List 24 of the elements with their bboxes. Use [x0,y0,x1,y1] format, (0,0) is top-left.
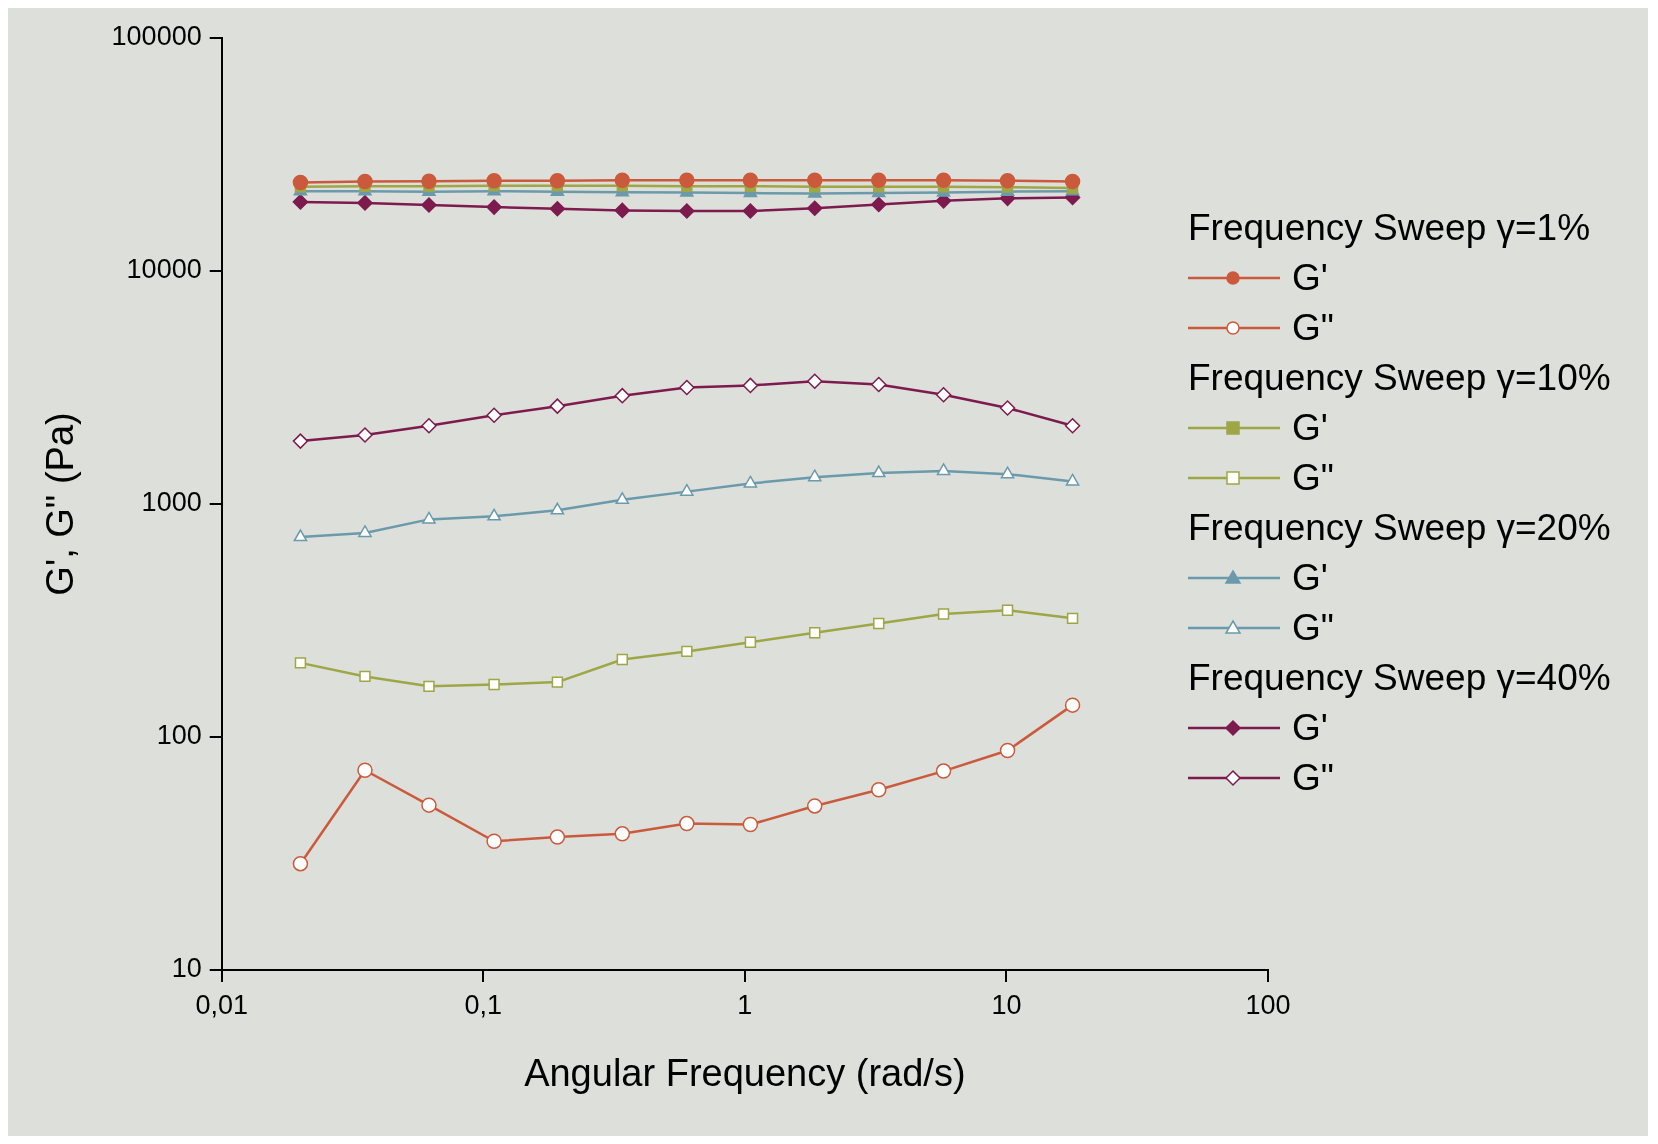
legend-label: G' [1292,257,1328,299]
y-axis-title: G', G" (Pa) [39,412,82,596]
x-tick-label: 1 [737,989,753,1020]
annotation: Frequency Sweep γ=20% [1188,506,1611,550]
x-axis-title: Angular Frequency (rad/s) [524,1051,966,1094]
legend-label: G" [1292,457,1334,499]
legend-label: G' [1292,557,1328,599]
x-tick-label: 0,1 [464,989,503,1020]
annotation: Frequency Sweep γ=1% [1188,206,1592,250]
y-tick-label: 100 [156,720,202,751]
legend-label: G' [1292,407,1328,449]
x-tick-label: 100 [1245,989,1291,1020]
annotation: Frequency Sweep γ=40% [1188,656,1611,700]
legend-label: G" [1292,607,1334,649]
annotation: Frequency Sweep γ=10% [1188,356,1611,400]
y-tick-label: 1000 [141,487,202,518]
legend-label: G' [1292,707,1328,749]
x-tick-label: 0,01 [195,989,248,1020]
y-tick-label: 100000 [111,21,202,52]
y-tick-label: 10 [171,953,202,984]
legend-label: G" [1292,307,1334,349]
x-tick-label: 10 [991,989,1022,1020]
legend-label: G" [1292,757,1334,799]
y-tick-label: 10000 [126,254,202,285]
